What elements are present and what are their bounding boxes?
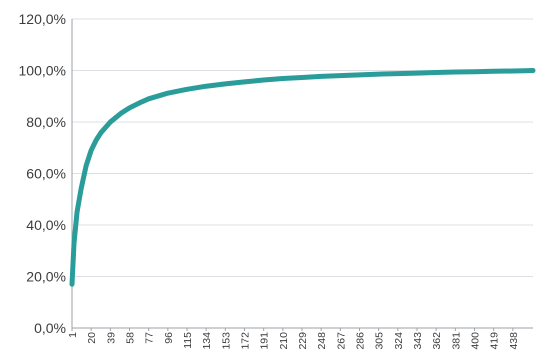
x-tick-label: 115 [182, 332, 194, 349]
x-tick-label: 419 [489, 332, 501, 350]
x-tick-label: 286 [354, 332, 366, 350]
x-tick-label: 400 [469, 332, 481, 350]
x-tick-label: 134 [201, 332, 213, 350]
y-tick-label: 0,0% [34, 320, 66, 336]
y-axis-tick-labels: 0,0% 20,0% 40,0% 60,0% 80,0% 100,0% 120,0% [19, 11, 66, 336]
x-tick-label: 20 [86, 332, 98, 344]
series-line-0 [69, 68, 536, 287]
x-tick-label: 305 [374, 332, 386, 350]
x-tick-label: 1 [67, 332, 79, 338]
x-tick-label: 381 [450, 332, 462, 350]
y-tick-label: 80,0% [26, 114, 66, 130]
y-tick-label: 120,0% [19, 11, 66, 27]
x-tick-label: 324 [393, 332, 405, 350]
x-tick-label: 77 [144, 332, 156, 344]
x-tick-label: 153 [220, 332, 232, 350]
x-tick-label: 267 [335, 332, 347, 350]
x-tick-label: 172 [239, 332, 251, 350]
series-layer [69, 68, 536, 287]
x-tick-label: 438 [508, 332, 520, 350]
x-tick-label: 96 [163, 332, 175, 344]
x-tick-label: 248 [316, 332, 328, 350]
x-axis-tick-labels: 1 20 39 58 77 96 115 134 153 172 191 210 229 248 267 28… [67, 332, 520, 350]
x-tick-label: 229 [297, 332, 309, 350]
x-tick-label: 362 [431, 332, 443, 350]
x-tick-label: 191 [259, 332, 271, 350]
x-tick-label: 210 [278, 332, 290, 350]
y-tick-label: 40,0% [26, 217, 66, 233]
y-tick-label: 60,0% [26, 166, 66, 182]
x-tick-label: 343 [412, 332, 424, 350]
y-tick-label: 100,0% [19, 63, 66, 79]
y-tick-label: 20,0% [26, 269, 66, 285]
axes [71, 19, 533, 331]
x-tick-label: 58 [124, 332, 136, 344]
gridlines [72, 18, 533, 277]
x-tick-label: 39 [105, 332, 117, 344]
